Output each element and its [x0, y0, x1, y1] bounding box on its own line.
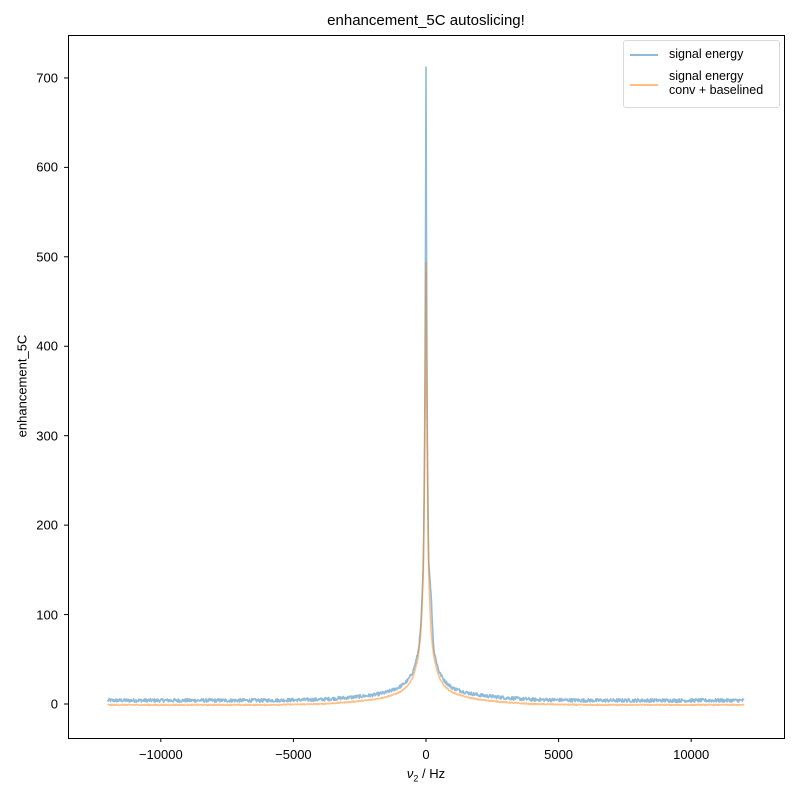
y-tick-label: 400 [36, 338, 58, 354]
y-tick-label: 0 [50, 696, 58, 712]
series-layer [107, 66, 745, 707]
y-tick-label: 200 [36, 517, 58, 533]
y-tick-label: 500 [36, 249, 58, 265]
ticks-layer [64, 77, 692, 742]
x-tick-label: 0 [422, 747, 430, 762]
x-axis-label-symbol: ν [406, 766, 414, 781]
y-tick-label: 100 [36, 607, 58, 623]
legend: signal energy signal energy conv + basel… [623, 40, 780, 108]
y-tick-label: 600 [36, 159, 58, 175]
legend-line-icon [630, 54, 658, 56]
x-tick-label: −10000 [138, 747, 183, 762]
x-axis-label-subscript: 2 [413, 773, 419, 784]
x-tick-label: 5000 [544, 747, 574, 762]
x-axis-label: ν2 / Hz [68, 766, 784, 784]
legend-label: signal energy [669, 47, 744, 61]
chart-title: enhancement_5C autoslicing! [327, 12, 525, 29]
legend-label-line2: conv + baselined [669, 83, 764, 97]
y-tick-label: 700 [36, 70, 58, 86]
series-line-1 [107, 262, 745, 707]
y-tick-label: 300 [36, 428, 58, 444]
x-tick-label: −5000 [275, 747, 312, 762]
legend-label-line1: signal energy [669, 69, 744, 83]
x-axis-label-unit: / Hz [418, 766, 446, 781]
y-axis-label: enhancement_5C [14, 334, 30, 438]
x-tick-label: 10000 [673, 747, 710, 762]
series-line-0 [107, 66, 745, 704]
legend-line-icon [630, 84, 658, 86]
